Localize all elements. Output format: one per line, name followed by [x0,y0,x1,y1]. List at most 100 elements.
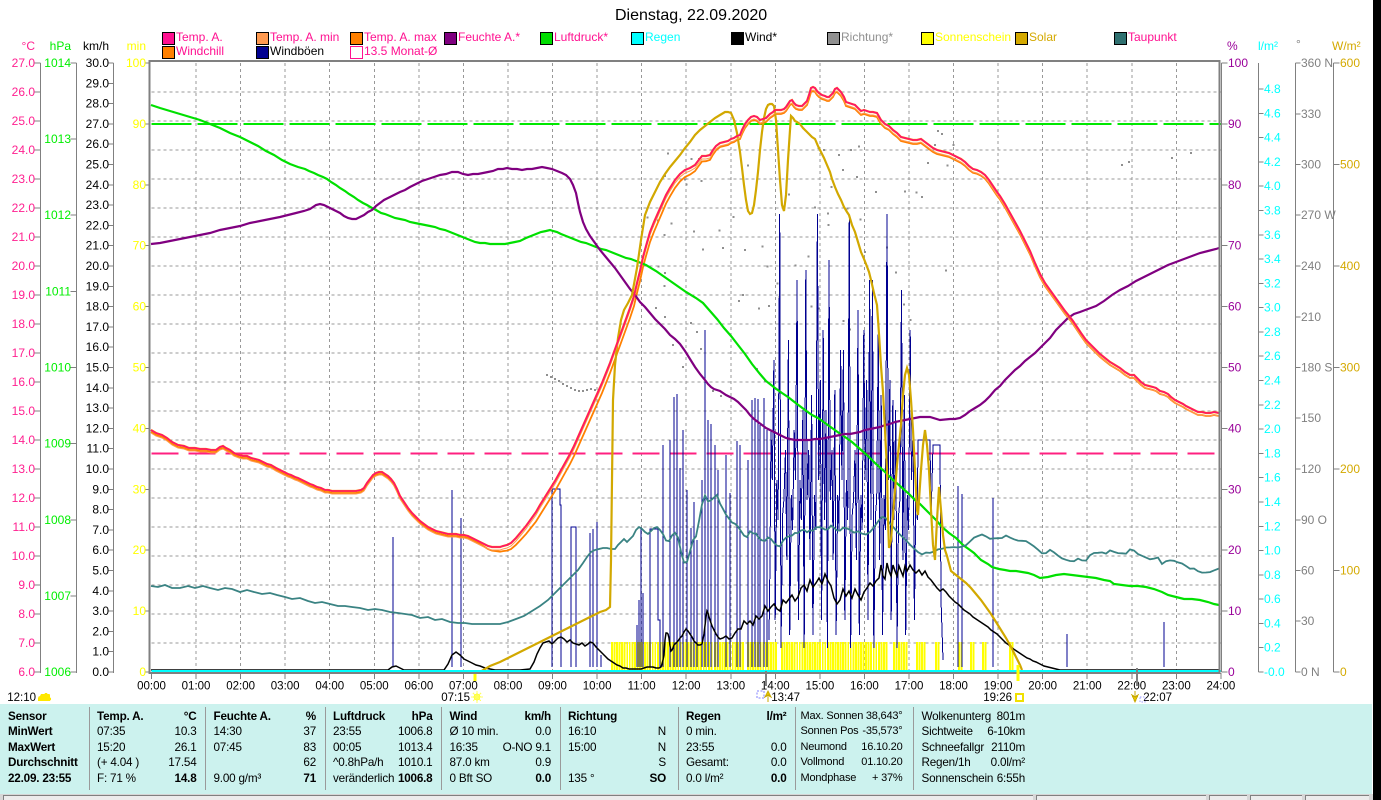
svg-text:30.0: 30.0 [86,56,110,70]
svg-text:2.6: 2.6 [1264,349,1281,363]
svg-text:21.0: 21.0 [86,239,110,253]
svg-text:2.0: 2.0 [92,624,109,638]
svg-text:20: 20 [1228,543,1242,557]
svg-text:100: 100 [1340,564,1360,578]
svg-text:20:00: 20:00 [1028,681,1057,693]
svg-text:22:00: 22:00 [1117,681,1146,693]
svg-text:1006: 1006 [44,665,71,679]
svg-text:23.0: 23.0 [12,172,36,186]
svg-text:300: 300 [1340,361,1360,375]
svg-text:60: 60 [133,300,147,314]
svg-text:09:00: 09:00 [538,681,567,693]
svg-text:19:00: 19:00 [984,681,1013,693]
svg-text:0.6: 0.6 [1264,592,1281,606]
svg-text:4.0: 4.0 [92,584,109,598]
svg-text:50: 50 [133,361,147,375]
svg-text:600: 600 [1340,56,1360,70]
svg-text:20.0: 20.0 [12,259,36,273]
svg-text:30: 30 [1228,482,1242,496]
svg-text:2.4: 2.4 [1264,374,1281,388]
svg-text:11.0: 11.0 [13,520,36,534]
svg-text:120: 120 [1301,462,1321,476]
svg-text:19.0: 19.0 [12,288,36,302]
svg-text:14:00: 14:00 [761,681,790,693]
svg-text:05:00: 05:00 [360,681,389,693]
svg-text:00:00: 00:00 [137,681,166,693]
svg-text:1.0: 1.0 [92,645,109,659]
svg-text:20.0: 20.0 [86,259,110,273]
svg-text:4.8: 4.8 [1264,82,1281,96]
svg-text:90 O: 90 O [1301,513,1327,527]
svg-text:3.0: 3.0 [92,604,109,618]
svg-text:5.0: 5.0 [92,564,109,578]
svg-text:22.0: 22.0 [12,201,36,215]
svg-text:80: 80 [133,178,147,192]
svg-text:4.4: 4.4 [1264,131,1281,145]
svg-text:60: 60 [1301,564,1315,578]
svg-text:16.0: 16.0 [12,375,36,389]
svg-text:13.0: 13.0 [12,462,36,476]
svg-text:1013: 1013 [44,132,71,146]
svg-text:23.0: 23.0 [86,198,110,212]
svg-text:40: 40 [133,421,147,435]
svg-text:18:00: 18:00 [939,681,968,693]
svg-text:2.0: 2.0 [1264,422,1281,436]
svg-text:270 W: 270 W [1301,208,1336,222]
svg-text:15.0: 15.0 [12,404,36,418]
svg-text:°: ° [1296,37,1301,51]
svg-text:06:00: 06:00 [404,681,433,693]
svg-text:01:00: 01:00 [182,681,211,693]
svg-text:08:00: 08:00 [494,681,523,693]
svg-text:21.0: 21.0 [12,230,36,244]
svg-text:12.0: 12.0 [86,421,110,435]
svg-text:20: 20 [133,543,147,557]
svg-text:25.0: 25.0 [86,158,110,172]
svg-text:1014: 1014 [44,56,71,70]
svg-text:10: 10 [133,604,147,618]
svg-text:07:00: 07:00 [449,681,478,693]
svg-text:1009: 1009 [44,437,71,451]
svg-text:500: 500 [1340,158,1360,172]
svg-text:3.0: 3.0 [1264,301,1281,315]
svg-text:16.0: 16.0 [86,340,110,354]
svg-text:10:00: 10:00 [583,681,612,693]
svg-text:8.0: 8.0 [92,503,109,517]
svg-text:25.0: 25.0 [12,114,36,128]
svg-text:4.6: 4.6 [1264,106,1281,120]
svg-text:1.8: 1.8 [1264,446,1281,460]
svg-text:24:00: 24:00 [1207,681,1236,693]
svg-text:9.0: 9.0 [18,578,35,592]
svg-text:02:00: 02:00 [226,681,255,693]
svg-text:19:26: 19:26 [983,692,1012,704]
svg-text:70: 70 [1228,239,1242,253]
svg-text:17.0: 17.0 [12,346,36,360]
svg-text:8.0: 8.0 [18,607,35,621]
svg-text:17.0: 17.0 [86,320,110,334]
svg-text:hPa: hPa [50,39,72,53]
svg-text:26.0: 26.0 [86,137,110,151]
svg-text:0.8: 0.8 [1264,568,1281,582]
svg-text:12.0: 12.0 [12,491,36,505]
svg-text:24.0: 24.0 [86,178,110,192]
svg-text:26.0: 26.0 [12,85,36,99]
svg-text:180 S: 180 S [1301,361,1332,375]
svg-text:80: 80 [1228,178,1242,192]
svg-text:1011: 1011 [45,284,71,298]
svg-text:1.2: 1.2 [1264,519,1281,533]
svg-text:23:00: 23:00 [1162,681,1191,693]
svg-text:4.2: 4.2 [1264,155,1281,169]
svg-text:3.2: 3.2 [1264,276,1281,290]
svg-text:7.0: 7.0 [18,636,35,650]
svg-text:11.0: 11.0 [87,442,110,456]
svg-text:21:00: 21:00 [1073,681,1102,693]
svg-text:2.8: 2.8 [1264,325,1281,339]
svg-text:0.4: 0.4 [1264,616,1281,630]
svg-text:0.0: 0.0 [92,665,109,679]
svg-text:18.0: 18.0 [12,317,36,331]
svg-text:6.0: 6.0 [92,543,109,557]
svg-text:30: 30 [1301,614,1315,628]
svg-text:13:00: 13:00 [716,681,745,693]
svg-text:150: 150 [1301,411,1321,425]
svg-text:l/m²: l/m² [1258,39,1278,53]
svg-text:14.0: 14.0 [12,433,36,447]
